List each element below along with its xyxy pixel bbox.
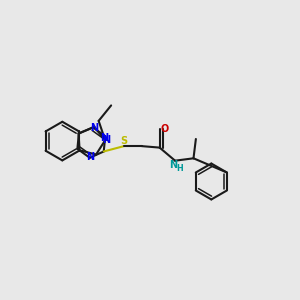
Text: N: N (90, 123, 98, 133)
Text: S: S (121, 136, 128, 146)
Text: N: N (87, 152, 95, 162)
Text: N: N (100, 133, 109, 143)
Text: N: N (102, 135, 110, 145)
Text: N: N (169, 160, 177, 170)
Text: O: O (161, 124, 169, 134)
Text: H: H (176, 164, 183, 173)
